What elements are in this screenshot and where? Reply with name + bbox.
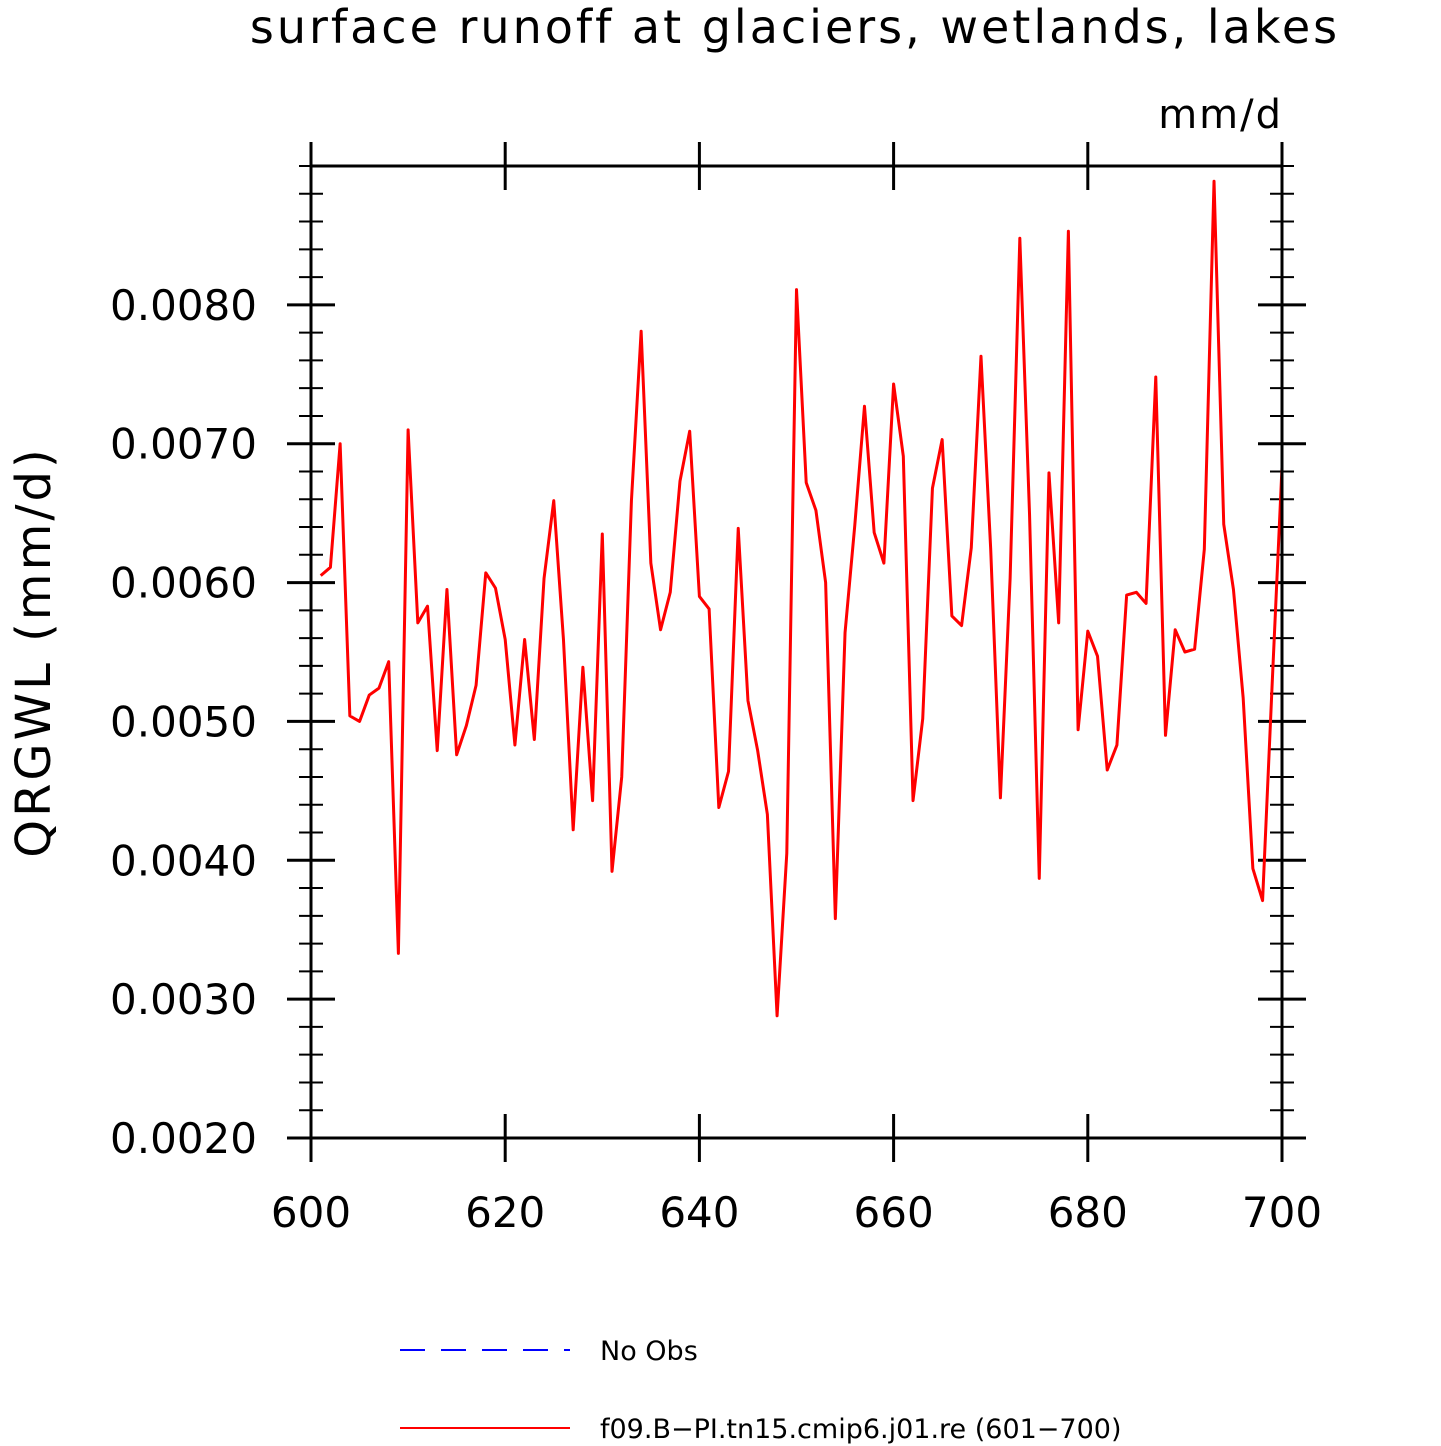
x-tick-label: 660 <box>854 1188 934 1237</box>
plot-frame <box>309 164 1284 1140</box>
x-tick-label: 600 <box>271 1188 351 1237</box>
legend-label-model-run: f09.B−PI.tn15.cmip6.j01.re (601−700) <box>600 1414 1122 1445</box>
y-tick-labels: 0.0020 0.0030 0.0040 0.0050 0.0060 0.0070 0.00… <box>110 281 257 1163</box>
y-tick-label: 0.0040 <box>110 836 257 885</box>
chart-title: surface runoff at glaciers, wetlands, la… <box>250 0 1340 54</box>
series-layer <box>319 179 1284 1018</box>
x-tick-label: 700 <box>1242 1188 1322 1237</box>
x-tick-labels: 600 620 640 660 680 700 <box>271 1188 1322 1237</box>
y-tick-label: 0.0030 <box>110 975 257 1024</box>
legend-label-no-obs: No Obs <box>600 1336 698 1367</box>
series-line-1 <box>319 179 1284 1018</box>
y-tick-label: 0.0080 <box>110 281 257 330</box>
legend: No Obs f09.B−PI.tn15.cmip6.j01.re (601−7… <box>400 1336 1122 1445</box>
units-label: mm/d <box>1158 92 1283 138</box>
y-tick-label: 0.0060 <box>110 559 257 608</box>
y-axis-label: QRGWL (mm/d) <box>6 446 62 857</box>
y-tick-label: 0.0020 <box>110 1114 257 1163</box>
x-tick-label: 680 <box>1048 1188 1128 1237</box>
y-tick-label: 0.0070 <box>110 420 257 469</box>
y-tick-label: 0.0050 <box>110 697 257 746</box>
x-tick-label: 640 <box>659 1188 739 1237</box>
x-tick-label: 620 <box>465 1188 545 1237</box>
